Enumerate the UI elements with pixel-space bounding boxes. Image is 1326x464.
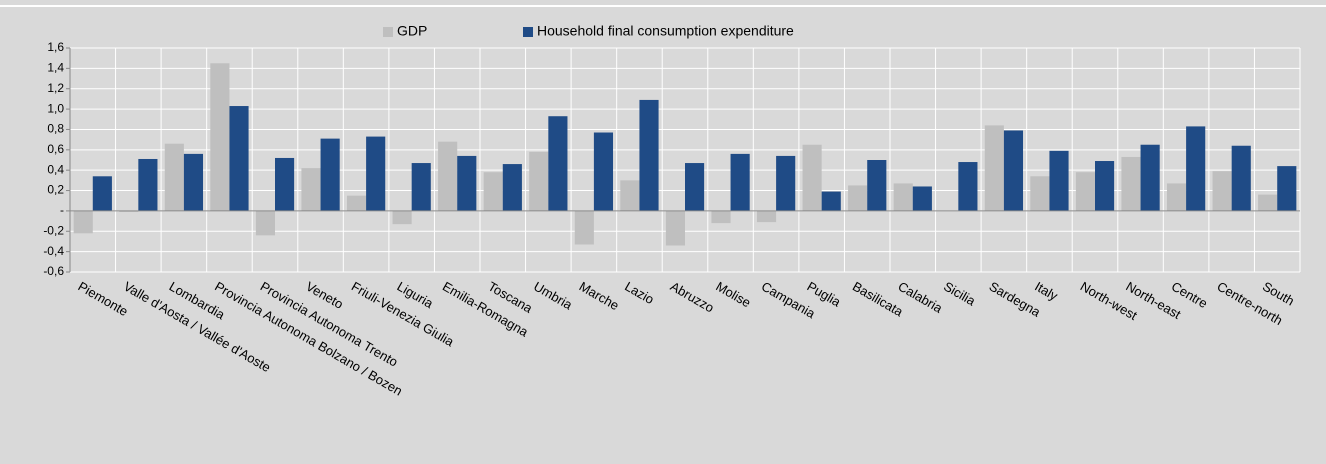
bar bbox=[438, 141, 458, 211]
y-tick-label: 0,2 bbox=[47, 183, 64, 197]
y-tick-label: - bbox=[60, 203, 64, 217]
bar bbox=[1186, 126, 1206, 211]
bar bbox=[138, 158, 158, 211]
bar bbox=[848, 185, 868, 211]
bar bbox=[867, 160, 887, 211]
bar bbox=[255, 210, 275, 236]
bar bbox=[483, 172, 503, 211]
bar bbox=[210, 63, 230, 211]
bar bbox=[275, 157, 295, 211]
bar bbox=[1049, 150, 1069, 211]
y-tick-label: -0,2 bbox=[43, 223, 64, 237]
bar bbox=[548, 116, 568, 211]
bar bbox=[802, 144, 822, 211]
bar bbox=[1121, 156, 1141, 211]
bar bbox=[984, 125, 1004, 211]
bar bbox=[1030, 176, 1050, 211]
legend-swatch bbox=[383, 27, 393, 37]
y-tick-label: -0,4 bbox=[43, 244, 64, 258]
y-tick-label: 1,0 bbox=[47, 101, 64, 115]
bar bbox=[574, 210, 594, 245]
bar bbox=[366, 136, 386, 211]
bar bbox=[502, 164, 522, 211]
bar bbox=[529, 151, 549, 211]
bar bbox=[958, 162, 978, 211]
bar bbox=[1231, 145, 1251, 211]
bar bbox=[164, 143, 184, 211]
y-tick-label: 0,8 bbox=[47, 122, 64, 136]
y-tick-label: 1,6 bbox=[47, 40, 64, 54]
bar bbox=[730, 153, 750, 211]
y-tick-label: 1,2 bbox=[47, 81, 64, 95]
bar bbox=[1166, 183, 1187, 211]
bar bbox=[320, 138, 340, 211]
bar bbox=[1277, 166, 1297, 211]
y-tick-label: 0,4 bbox=[47, 162, 64, 176]
bar bbox=[411, 163, 431, 211]
bar bbox=[392, 210, 412, 225]
y-tick-label: 1,4 bbox=[47, 61, 64, 75]
legend-swatch bbox=[523, 27, 533, 37]
bar bbox=[756, 210, 777, 223]
bar bbox=[711, 210, 731, 224]
bar bbox=[1003, 130, 1024, 211]
bar bbox=[301, 168, 321, 211]
bar bbox=[593, 132, 614, 211]
bar bbox=[1095, 161, 1115, 211]
bar bbox=[229, 106, 249, 211]
bar bbox=[1140, 144, 1160, 211]
bar bbox=[119, 210, 139, 212]
bar bbox=[821, 191, 841, 211]
bar bbox=[620, 180, 640, 211]
bar bbox=[1075, 172, 1095, 211]
bar bbox=[912, 186, 932, 211]
bar bbox=[639, 99, 659, 211]
bar bbox=[92, 176, 112, 211]
bar bbox=[73, 210, 93, 234]
bar bbox=[457, 155, 477, 211]
bar bbox=[183, 153, 204, 211]
y-tick-label: 0,6 bbox=[47, 142, 64, 156]
bar bbox=[346, 195, 367, 211]
bar bbox=[685, 163, 705, 211]
bar bbox=[1258, 194, 1278, 211]
y-tick-label: -0,6 bbox=[43, 264, 64, 278]
bar bbox=[665, 210, 685, 246]
bar bbox=[776, 155, 796, 211]
bar bbox=[1212, 171, 1232, 211]
legend-label: Household final consumption expenditure bbox=[537, 23, 794, 39]
bar bbox=[893, 183, 913, 211]
legend-label: GDP bbox=[397, 23, 427, 39]
